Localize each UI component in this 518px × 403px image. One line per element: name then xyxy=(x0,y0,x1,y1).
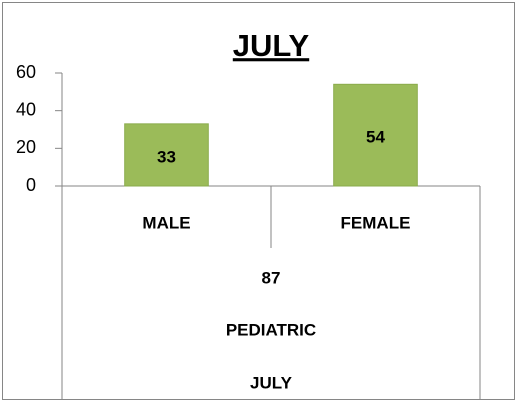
x-tick-label: FEMALE xyxy=(341,213,411,232)
group-label: 87 xyxy=(262,268,281,287)
data-label: 33 xyxy=(157,147,176,166)
y-tick-label: 60 xyxy=(16,62,36,82)
bar xyxy=(333,83,418,187)
y-tick-label: 20 xyxy=(16,137,36,157)
chart-border xyxy=(2,2,515,400)
chart-title: JULY xyxy=(233,28,310,63)
data-label: 54 xyxy=(366,128,385,147)
group-label: JULY xyxy=(250,373,293,392)
y-tick-label: 0 xyxy=(26,175,36,195)
y-tick-label: 40 xyxy=(16,99,36,119)
group-label: PEDIATRIC xyxy=(226,320,316,339)
bar xyxy=(124,123,209,187)
x-tick-label: MALE xyxy=(142,213,190,232)
